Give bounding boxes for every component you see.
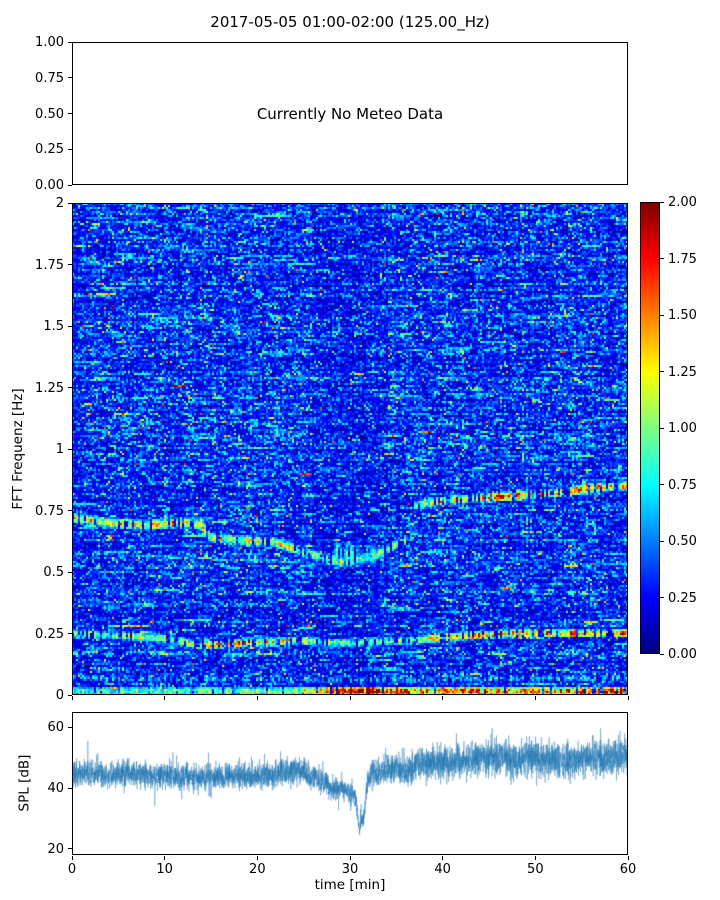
x-tick-mark [256, 696, 258, 700]
y-tick-mark [68, 633, 72, 634]
colorbar-tick-mark [660, 653, 664, 655]
y-tick-mark [68, 202, 72, 204]
y-tick-mark [68, 848, 72, 850]
y-tick-label: 1.5 [43, 319, 64, 334]
colorbar-tick-label: 1.00 [668, 421, 697, 436]
x-tick-label: 30 [341, 862, 359, 877]
y-tick-mark [68, 77, 72, 79]
colorbar-tick-label: 0.75 [668, 477, 697, 493]
y-tick-mark [68, 148, 72, 150]
spectrogram-panel [72, 203, 628, 695]
y-tick-mark [68, 264, 72, 265]
colorbar-tick-label: 0.00 [668, 647, 697, 662]
y-tick-label: 0 [55, 688, 64, 703]
y-tick-mark [68, 510, 72, 511]
x-tick-mark [627, 696, 629, 700]
y-tick-mark [68, 184, 72, 186]
y-tick-mark [68, 787, 72, 789]
colorbar [640, 202, 660, 654]
y-tick-mark [68, 694, 72, 696]
x-tick-mark [442, 856, 444, 860]
y-tick-label: 1.00 [35, 35, 64, 50]
x-tick-mark [71, 856, 73, 860]
y-tick-label: 0.75 [35, 503, 64, 519]
x-tick-mark [627, 856, 629, 860]
x-tick-mark [164, 856, 166, 860]
spl-canvas [72, 712, 628, 855]
colorbar-tick-label: 0.50 [668, 534, 697, 549]
y-tick-label: 1.25 [35, 380, 64, 396]
x-tick-mark [164, 696, 166, 700]
y-tick-mark [68, 41, 72, 43]
y-tick-mark [68, 571, 72, 573]
x-tick-mark [349, 856, 351, 860]
x-tick-mark [534, 696, 536, 700]
y-tick-label: 0.25 [35, 142, 64, 158]
colorbar-tick-label: 2.00 [668, 195, 697, 210]
y-tick-mark [68, 726, 72, 728]
colorbar-tick-mark [660, 258, 664, 259]
x-tick-label: 50 [527, 862, 544, 877]
y-tick-label: 40 [47, 781, 64, 797]
y-tick-label: 0.25 [35, 626, 64, 642]
colorbar-tick-mark [660, 201, 664, 203]
y-tick-label: 20 [47, 841, 64, 857]
colorbar-tick-label: 0.25 [668, 590, 697, 606]
x-tick-label: 0 [67, 862, 77, 877]
x-tick-mark [534, 856, 536, 860]
y-tick-mark [68, 325, 72, 327]
colorbar-canvas [640, 202, 660, 654]
colorbar-tick-mark [660, 484, 664, 485]
colorbar-tick-label: 1.50 [668, 308, 697, 323]
y-tick-label: 0.75 [35, 70, 64, 86]
colorbar-tick-mark [660, 540, 664, 542]
time-xlabel: time [min] [314, 877, 386, 893]
no-meteo-data-text: Currently No Meteo Data [256, 104, 444, 123]
colorbar-tick-label: 1.75 [668, 251, 697, 267]
y-tick-label: 60 [47, 720, 64, 736]
x-tick-label: 60 [619, 862, 637, 877]
colorbar-tick-mark [660, 597, 664, 598]
x-tick-label: 10 [156, 862, 173, 877]
meteo-panel: Currently No Meteo Data [72, 42, 628, 185]
x-tick-mark [442, 696, 444, 700]
x-tick-mark [349, 696, 351, 700]
y-tick-label: 1.75 [35, 257, 64, 273]
y-tick-label: 0.5 [43, 565, 64, 580]
figure-title: 2017-05-05 01:00-02:00 (125.00_Hz) [210, 13, 490, 31]
x-tick-label: 20 [249, 862, 266, 877]
y-tick-label: 0.00 [35, 178, 64, 193]
spectrogram-canvas [72, 203, 628, 695]
x-tick-label: 40 [434, 862, 451, 877]
colorbar-tick-mark [660, 427, 664, 429]
colorbar-tick-label: 1.25 [668, 364, 697, 380]
y-tick-mark [68, 113, 72, 114]
y-tick-label: 0.50 [35, 106, 64, 122]
y-tick-mark [68, 448, 72, 450]
y-tick-label: 1 [55, 442, 64, 457]
y-tick-label: 2 [55, 196, 64, 211]
colorbar-tick-mark [660, 371, 664, 372]
spl-panel [72, 712, 628, 855]
x-tick-mark [256, 856, 258, 860]
colorbar-tick-mark [660, 314, 664, 316]
x-tick-mark [71, 696, 73, 700]
y-tick-mark [68, 387, 72, 388]
